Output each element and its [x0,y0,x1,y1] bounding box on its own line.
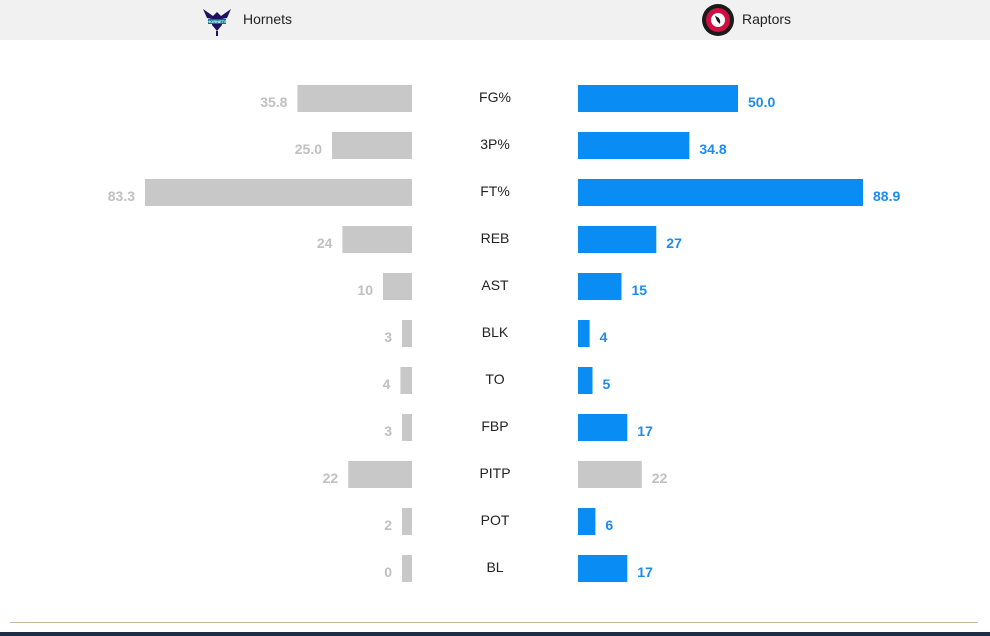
value-label-home: 4 [600,329,608,345]
stat-row: 2 POT 6 [384,508,613,535]
team-home-name: Raptors [742,11,792,27]
value-label-home: 50.0 [748,94,775,110]
team-home[interactable]: Raptors [701,0,791,40]
bar-away [383,273,412,300]
stat-row: 22 PITP 22 [323,461,668,488]
category-label: 3P% [480,136,510,152]
value-label-home: 17 [637,564,653,580]
footer-bar [0,632,990,636]
bar-home [578,367,593,394]
category-label: REB [481,230,510,246]
bar-home [578,273,622,300]
value-label-home: 34.8 [699,141,726,157]
value-label-home: 6 [605,517,613,533]
bar-away [348,461,412,488]
value-label-away: 3 [384,329,392,345]
bar-home [578,414,628,441]
value-label-away: 0 [384,564,392,580]
bar-home [578,555,628,582]
stat-row: 35.8 FG% 50.0 [260,85,775,112]
team-away[interactable]: HORNETS Hornets [200,0,292,40]
value-label-away: 25.0 [295,141,322,157]
bar-home [578,461,642,488]
value-label-home: 22 [652,470,668,486]
category-label: AST [481,277,509,293]
category-label: BL [486,559,503,575]
category-label: PITP [479,465,510,481]
value-label-home: 5 [603,376,611,392]
hornets-logo-icon: HORNETS [203,9,231,36]
category-label: BLK [482,324,509,340]
stat-row: 24 REB 27 [317,226,682,253]
category-label: FG% [479,89,511,105]
bar-away [402,414,412,441]
value-label-away: 2 [384,517,392,533]
category-label: TO [485,371,504,387]
bar-away [402,508,412,535]
svg-text:HORNETS: HORNETS [207,19,227,24]
bar-home [578,320,590,347]
bar-home [578,132,690,159]
bar-away [402,320,412,347]
bar-away [297,85,412,112]
bar-away [145,179,412,206]
bar-away [400,367,412,394]
category-label: FBP [481,418,508,434]
value-label-away: 83.3 [108,188,135,204]
category-label: POT [481,512,510,528]
bar-home [578,85,738,112]
bar-home [578,179,863,206]
value-label-home: 15 [632,282,648,298]
value-label-away: 4 [383,376,391,392]
stat-row: 3 BLK 4 [384,320,608,347]
stat-row: 4 TO 5 [383,367,611,394]
category-label: FT% [480,183,510,199]
value-label-home: 88.9 [873,188,900,204]
team-comparison-chart: 35.8 FG% 50.025.0 3P% 34.883.3 FT% 88.924 REB 27… [108,85,900,582]
bar-away [332,132,412,159]
stat-row: 25.0 3P% 34.8 [295,132,727,159]
value-label-away: 35.8 [260,94,287,110]
bar-away [342,226,412,253]
divider [10,622,978,623]
value-label-away: 22 [323,470,339,486]
value-label-away: 10 [357,282,373,298]
stat-row: 10 AST 15 [357,273,647,300]
value-label-home: 27 [666,235,682,251]
value-label-home: 17 [637,423,653,439]
raptors-logo-icon [702,4,734,36]
bar-home [578,508,596,535]
value-label-away: 3 [384,423,392,439]
stat-row: 0 BL 17 [384,555,653,582]
stat-row: 83.3 FT% 88.9 [108,179,900,206]
team-away-name: Hornets [243,11,293,27]
bar-home [578,226,657,253]
bar-away [402,555,412,582]
matchup-header: HORNETS Hornets Raptors [0,0,990,40]
value-label-away: 24 [317,235,333,251]
stat-row: 3 FBP 17 [384,414,653,441]
